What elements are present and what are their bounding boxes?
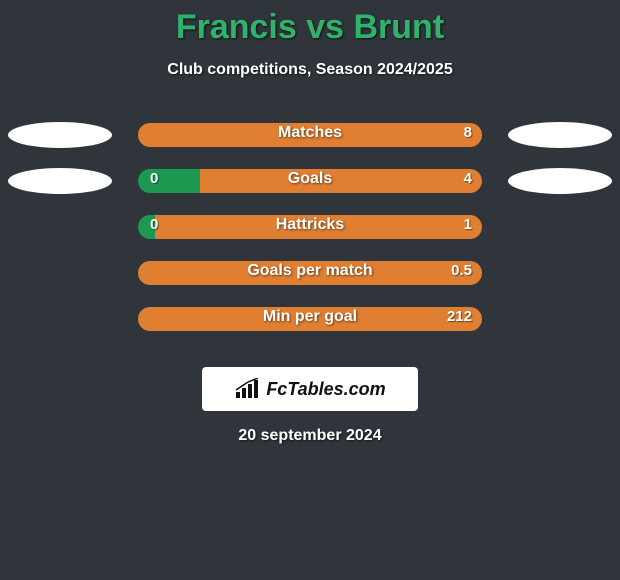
comparison-container: Francis vs Brunt Club competitions, Seas…	[0, 0, 620, 445]
stat-row: 0.5Goals per match	[0, 259, 620, 287]
date-label: 20 september 2024	[0, 427, 620, 445]
segment-right	[138, 123, 482, 147]
segment-left	[138, 169, 200, 193]
stat-track	[138, 123, 482, 147]
stat-row: 8Matches	[0, 121, 620, 149]
subtitle: Club competitions, Season 2024/2025	[0, 61, 620, 79]
page-title: Francis vs Brunt	[0, 8, 620, 47]
value-left: 0	[150, 167, 158, 191]
stat-row: 01Hattricks	[0, 213, 620, 241]
player-photo-left	[8, 122, 112, 148]
segment-right	[138, 307, 482, 331]
stat-track	[138, 307, 482, 331]
stat-track	[138, 261, 482, 285]
stats-rows: 8Matches04Goals01Hattricks0.5Goals per m…	[0, 121, 620, 333]
segment-right	[200, 169, 482, 193]
segment-right	[155, 215, 482, 239]
value-right: 4	[464, 167, 472, 191]
chart-icon	[234, 378, 260, 400]
stat-row: 04Goals	[0, 167, 620, 195]
player-photo-right	[508, 168, 612, 194]
segment-right	[138, 261, 482, 285]
stat-track	[138, 215, 482, 239]
value-left: 0	[150, 213, 158, 237]
value-right: 0.5	[451, 259, 472, 283]
stat-track	[138, 169, 482, 193]
value-right: 8	[464, 121, 472, 145]
badge-text: FcTables.com	[266, 379, 385, 400]
player-photo-right	[508, 122, 612, 148]
value-right: 1	[464, 213, 472, 237]
stat-row: 212Min per goal	[0, 305, 620, 333]
source-badge[interactable]: FcTables.com	[202, 367, 418, 411]
player-photo-left	[8, 168, 112, 194]
value-right: 212	[447, 305, 472, 329]
